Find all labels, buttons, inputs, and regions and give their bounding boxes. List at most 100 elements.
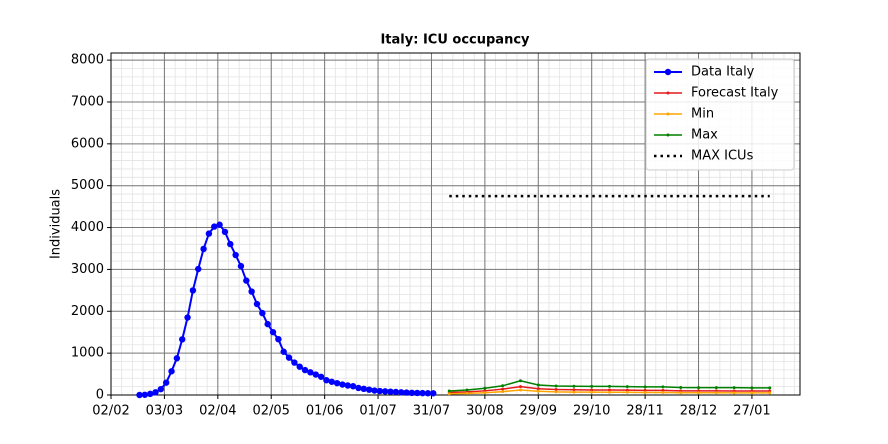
- data-point: [264, 320, 271, 328]
- data-point: [333, 379, 341, 387]
- legend-marker: [666, 91, 670, 95]
- data-point: [328, 378, 335, 385]
- x-tick-label: 02/02: [92, 404, 129, 419]
- data-point: [211, 223, 218, 230]
- data-point: [301, 366, 309, 374]
- y-tick-label: 3000: [71, 262, 104, 277]
- data-point: [465, 391, 469, 395]
- data-point: [403, 389, 410, 396]
- data-point: [323, 377, 330, 384]
- data-point: [189, 287, 197, 294]
- data-point: [312, 371, 319, 378]
- legend-box: [645, 58, 795, 171]
- x-tick-label: 31/07: [413, 404, 450, 419]
- legend-marker: [666, 112, 670, 116]
- data-point: [661, 390, 665, 394]
- data-point: [317, 373, 325, 380]
- data-point: [536, 389, 540, 393]
- x-tick-label: 02/05: [252, 404, 289, 419]
- data-point: [483, 386, 487, 390]
- data-point: [296, 363, 303, 370]
- data-point: [590, 384, 594, 388]
- data-point: [714, 391, 718, 395]
- data-point: [184, 314, 191, 321]
- data-point: [237, 262, 245, 270]
- data-point: [141, 391, 149, 398]
- data-point: [376, 387, 384, 395]
- data-point: [608, 390, 612, 394]
- data-point: [227, 240, 234, 248]
- data-point: [157, 385, 165, 393]
- data-point: [280, 348, 287, 355]
- chart-title: Italy: ICU occupancy: [380, 33, 530, 48]
- data-point: [554, 390, 558, 394]
- data-point: [679, 391, 683, 395]
- data-point: [572, 390, 576, 394]
- x-tick-label: 01/07: [359, 404, 396, 419]
- x-tick-label: 02/04: [199, 404, 236, 419]
- data-point: [408, 389, 416, 397]
- y-tick-label: 5000: [71, 178, 104, 193]
- x-tick-label: 30/08: [466, 404, 503, 419]
- data-point: [291, 359, 298, 366]
- data-point: [679, 385, 683, 389]
- y-axis-label: Individuals: [49, 189, 64, 259]
- data-point: [483, 391, 487, 395]
- data-point: [275, 336, 282, 343]
- plot-frame: [110, 52, 801, 396]
- data-point: [465, 388, 469, 392]
- data-point: [232, 251, 239, 259]
- data-point: [572, 384, 576, 388]
- data-point: [608, 388, 612, 392]
- y-tick-label: 0: [96, 388, 104, 403]
- data-point: [554, 384, 558, 388]
- data-point: [608, 384, 612, 388]
- data-point: [173, 355, 181, 362]
- x-tick-label: 01/06: [306, 404, 343, 419]
- y-tick-label: 6000: [71, 136, 104, 151]
- x-tick-label: 29/10: [573, 404, 610, 419]
- data-point: [768, 391, 772, 395]
- x-tick-label: 27/01: [733, 404, 770, 419]
- data-point: [259, 309, 266, 317]
- data-point: [136, 391, 143, 399]
- legend-marker: [664, 68, 672, 76]
- data-point: [424, 390, 432, 397]
- data-point: [518, 388, 522, 392]
- data-point: [625, 385, 629, 389]
- data-point: [248, 288, 255, 295]
- data-point: [152, 389, 159, 396]
- data-point: [430, 390, 437, 397]
- y-tick-label: 8000: [71, 53, 104, 68]
- data-point: [221, 228, 229, 236]
- data-point: [392, 388, 400, 396]
- data-point: [253, 300, 261, 308]
- data-point: [243, 277, 250, 284]
- legend-label: Min: [691, 107, 714, 122]
- legend-label: Forecast Italy: [691, 86, 779, 101]
- data-point: [501, 387, 505, 391]
- data-point: [625, 388, 629, 392]
- data-point: [643, 385, 647, 389]
- data-point: [162, 379, 170, 386]
- data-point: [419, 389, 426, 397]
- data-point: [307, 369, 314, 376]
- data-point: [344, 382, 351, 389]
- y-tick-label: 2000: [71, 304, 104, 319]
- data-point: [387, 388, 394, 395]
- data-point: [518, 379, 522, 383]
- data-point: [200, 245, 207, 253]
- data-point: [205, 230, 213, 237]
- data-point: [501, 390, 505, 394]
- legend-label: MAX ICUs: [691, 149, 754, 164]
- legend-label: Data Italy: [691, 65, 755, 80]
- data-point: [414, 389, 421, 397]
- x-tick-label: 28/12: [680, 404, 717, 419]
- data-point: [643, 390, 647, 394]
- data-point: [285, 354, 293, 361]
- data-point: [269, 328, 277, 336]
- data-point: [643, 388, 647, 392]
- data-point: [501, 384, 505, 388]
- data-point: [536, 383, 540, 387]
